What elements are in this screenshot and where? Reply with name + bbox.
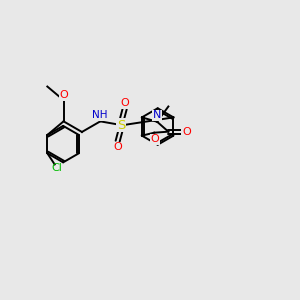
Text: Cl: Cl <box>51 163 62 173</box>
Text: NH: NH <box>92 110 107 121</box>
Text: O: O <box>113 142 122 152</box>
Text: O: O <box>182 127 191 137</box>
Text: S: S <box>117 118 125 131</box>
Text: O: O <box>120 98 129 108</box>
Text: N: N <box>153 110 161 120</box>
Text: O: O <box>59 90 68 100</box>
Text: O: O <box>150 134 159 145</box>
